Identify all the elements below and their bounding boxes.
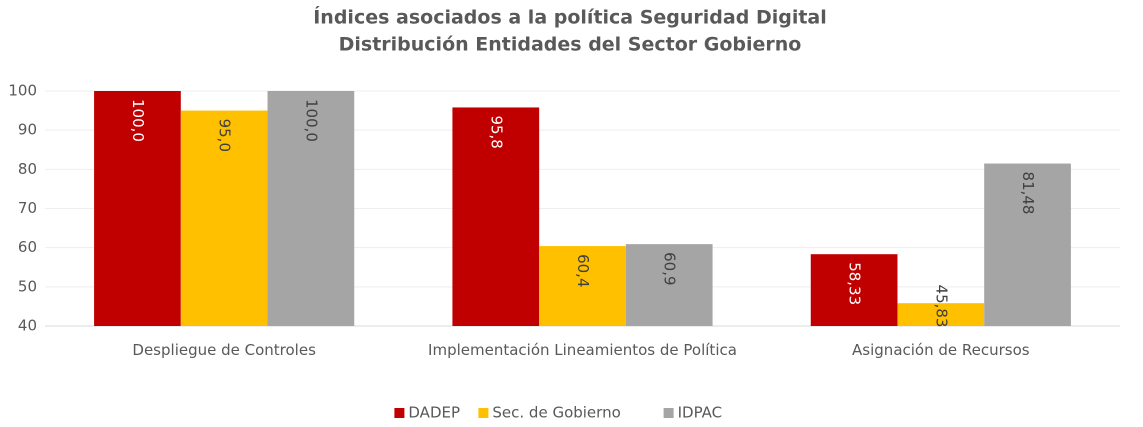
bar: [625, 244, 713, 326]
legend-swatch: [478, 408, 489, 418]
bar: [180, 110, 268, 326]
legend-label: DADEP: [408, 404, 460, 422]
data-label: 100,0: [129, 99, 147, 142]
x-tick-label: Despliegue de Controles: [132, 341, 316, 359]
legend-swatch: [394, 408, 405, 418]
bar: [539, 246, 626, 326]
legend-label: Sec. de Gobierno: [492, 404, 620, 422]
y-tick-label: 40: [18, 317, 37, 335]
legend-swatch: [663, 408, 674, 418]
bar: [452, 107, 540, 326]
bar: [984, 163, 1071, 326]
data-label: 81,48: [1019, 172, 1037, 215]
chart-subtitle: Distribución Entidades del Sector Gobier…: [339, 34, 802, 56]
x-tick-label: Asignación de Recursos: [852, 341, 1030, 359]
data-label: 60,4: [574, 254, 592, 287]
chart-title: Índices asociados a la política Segurida…: [313, 6, 827, 29]
data-label: 100,0: [302, 99, 320, 142]
legend-label: IDPAC: [678, 404, 723, 422]
data-label: 60,9: [661, 252, 679, 285]
data-label: 95,8: [487, 115, 505, 148]
data-label: 58,33: [846, 262, 864, 305]
y-tick-label: 70: [18, 199, 37, 217]
bar: [94, 91, 181, 326]
x-tick-label: Implementación Lineamientos de Política: [428, 341, 737, 359]
bar: [267, 91, 355, 326]
y-tick-label: 90: [18, 121, 37, 139]
data-label: 45,83: [932, 285, 950, 328]
y-tick-label: 80: [18, 160, 37, 178]
data-label: 95,0: [216, 119, 234, 152]
bar: [897, 303, 985, 326]
y-tick-label: 100: [8, 82, 37, 100]
y-tick-label: 50: [18, 277, 37, 295]
y-tick-label: 60: [18, 238, 37, 256]
bar: [810, 254, 898, 326]
